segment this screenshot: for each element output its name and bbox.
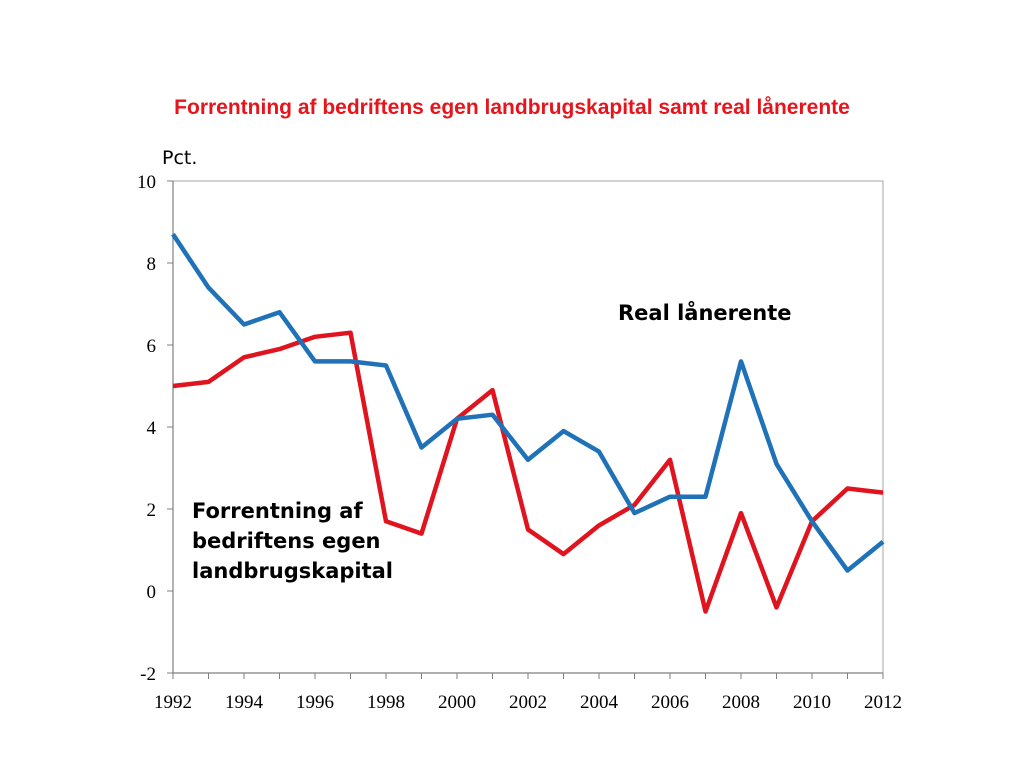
x-tick-label: 1998 (367, 692, 405, 713)
x-tick-label: 2012 (864, 692, 902, 713)
y-tick-label: 4 (147, 418, 157, 439)
series-line-1 (172, 330, 884, 614)
y-axis-unit-label: Pct. (162, 147, 197, 169)
x-tick-label: 2010 (793, 692, 831, 713)
series-label-forrentning-line: Forrentning af (192, 499, 363, 523)
plot-area-frame (172, 180, 884, 674)
x-tick-label: 2006 (651, 692, 689, 713)
x-tick-label: 2002 (509, 692, 547, 713)
x-tick-label: 2004 (580, 692, 619, 713)
series-line-0 (171, 233, 885, 573)
y-tick-label: 2 (147, 500, 157, 521)
y-tick-label: -2 (140, 664, 156, 685)
x-tick-label: 2000 (438, 692, 476, 713)
x-tick-label: 1996 (296, 692, 334, 713)
y-tick-label: 8 (147, 254, 157, 275)
x-tick-label: 1992 (154, 692, 192, 713)
x-tick-label: 2008 (722, 692, 760, 713)
series-label-forrentning-line: landbrugskapital (192, 559, 393, 583)
y-tick-label: 10 (137, 172, 156, 193)
y-tick-label: 6 (147, 336, 157, 357)
x-tick-label: 1994 (225, 692, 264, 713)
y-tick-label: 0 (147, 582, 157, 603)
series-label-real-laanerente: Real lånerente (618, 300, 792, 325)
slide-title: Forrentning af bedriftens egen landbrugs… (174, 96, 850, 119)
series-label-forrentning-line: bedriftens egen (192, 529, 381, 553)
